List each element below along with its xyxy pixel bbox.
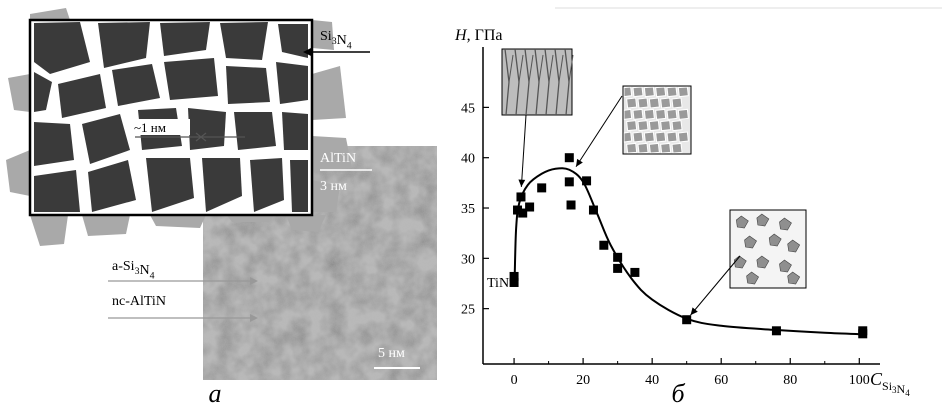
inset-columnar-structure xyxy=(501,48,574,187)
grain-schematic xyxy=(28,18,314,217)
svg-text:5 нм: 5 нм xyxy=(378,346,405,361)
svg-text:a-Si3N4: a-Si3N4 xyxy=(112,259,155,281)
panel-b: 0 20 40 60 80 100 25 30 35 40 45 H, ГПа CSi3N4 TiN… xyxy=(454,7,942,408)
x-tick-label: 100 xyxy=(849,373,870,388)
inset-arrowhead xyxy=(690,307,698,316)
svg-text:nc-AlTiN: nc-AlTiN xyxy=(112,294,166,309)
label-a-si3n4: a-Si3N4 xyxy=(108,259,258,285)
fit-curve-line xyxy=(513,167,863,336)
data-point xyxy=(599,240,609,250)
inset-isolated-grains-structure xyxy=(690,209,807,316)
data-point xyxy=(564,177,574,187)
hardness-chart: 0 20 40 60 80 100 25 30 35 40 45 H, ГПа CSi3N4 TiN xyxy=(454,27,910,398)
inset-arrowhead xyxy=(518,179,526,187)
tin-label: TiN xyxy=(487,276,509,291)
inset-nanocomposite-structure xyxy=(575,85,692,168)
data-point xyxy=(513,205,523,215)
data-point xyxy=(771,326,781,336)
data-point xyxy=(582,176,592,186)
caption-a: а xyxy=(209,379,222,408)
data-point xyxy=(525,202,535,212)
x-tick-label: 80 xyxy=(783,373,797,388)
panel-a: Si3N4 ~1 нм AlTiN 3 нм a-Si3N4 nc-AlTiN … xyxy=(6,8,437,408)
chart-axes xyxy=(482,47,880,365)
data-points xyxy=(509,153,868,339)
svg-text:~1 нм: ~1 нм xyxy=(134,120,166,135)
y-axis-label: H, ГПа xyxy=(454,27,502,44)
svg-text:Si3N4: Si3N4 xyxy=(320,29,352,51)
data-point xyxy=(630,267,640,277)
data-point xyxy=(537,183,547,193)
x-axis-label: CSi3N4 xyxy=(870,369,910,398)
label-spacing: ~1 нм xyxy=(132,119,245,142)
y-tick-label: 45 xyxy=(461,101,475,116)
data-point xyxy=(613,252,623,262)
svg-text:3 нм: 3 нм xyxy=(320,179,347,194)
label-si3n4: Si3N4 xyxy=(303,29,370,56)
data-point xyxy=(566,200,576,210)
inset-pointer xyxy=(520,114,527,187)
y-tick-label: 35 xyxy=(461,202,475,217)
x-tick-label: 0 xyxy=(511,373,518,388)
caption-b: б xyxy=(671,379,685,408)
svg-text:AlTiN: AlTiN xyxy=(320,151,356,166)
x-tick-label: 40 xyxy=(645,373,659,388)
x-tick-label: 20 xyxy=(576,373,590,388)
data-point xyxy=(518,208,528,218)
inset-pointer xyxy=(690,255,741,316)
x-axis-label-text: CSi3N4 xyxy=(870,369,910,398)
inset-pointer xyxy=(575,95,623,168)
data-point xyxy=(682,315,692,325)
inset-arrowhead xyxy=(576,158,583,167)
data-point xyxy=(858,326,868,336)
structure-insets xyxy=(501,48,807,316)
data-point xyxy=(588,205,598,215)
y-tick-label: 25 xyxy=(461,303,475,318)
data-point xyxy=(516,192,526,202)
fit-curve xyxy=(513,167,863,336)
data-point xyxy=(509,271,519,281)
halo-grains xyxy=(6,8,352,246)
label-altin: AlTiN 3 нм xyxy=(320,151,372,194)
data-point xyxy=(509,277,519,287)
y-tick-label: 40 xyxy=(461,152,475,167)
data-point xyxy=(613,263,623,273)
label-nc-altin: nc-AlTiN xyxy=(108,294,258,322)
chart-ticks: 0 20 40 60 80 100 25 30 35 40 45 xyxy=(461,101,870,388)
scale-bar: 5 нм xyxy=(374,346,420,369)
data-point xyxy=(564,153,574,163)
y-tick-label: 30 xyxy=(461,252,475,267)
x-tick-label: 60 xyxy=(714,373,728,388)
